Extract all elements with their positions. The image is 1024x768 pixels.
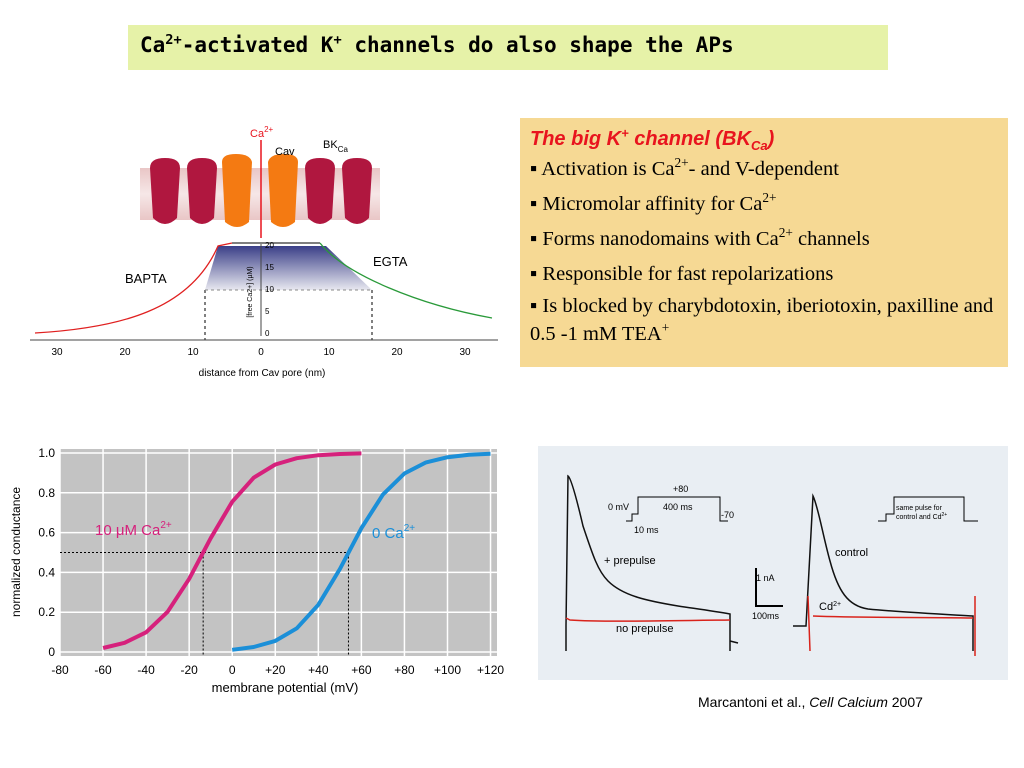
- bullet: ▪ Is blocked by charybdotoxin, iberiotox…: [530, 295, 994, 345]
- tick-label: 30: [459, 347, 471, 358]
- info-heading: The big K+ channel (BKCa): [530, 125, 775, 153]
- trace-no-prepulse: [565, 617, 731, 622]
- trace-prepulse: [565, 474, 731, 651]
- label: -70: [721, 510, 734, 520]
- x-tick-label: -60: [94, 663, 112, 677]
- x-tick-label: +20: [265, 663, 286, 677]
- y-tick-label: 1.0: [38, 446, 55, 460]
- x-tick-label: +80: [394, 663, 415, 677]
- x-tick-label: +60: [351, 663, 372, 677]
- label: 100ms: [752, 611, 780, 621]
- x-label: distance from Cav pore (nm): [199, 368, 326, 379]
- nanodomain-figure: Ca2+ Cav BKCa BAPTA EGTA 30 20 10 0 10 2…: [30, 125, 498, 379]
- egta-curve: [319, 242, 493, 319]
- x-tick-label: +100: [434, 663, 461, 677]
- trace-labels: + prepulse no prepulse control Cd2+ 1 nA…: [604, 547, 868, 635]
- bullet: ▪ Forms nanodomains with Ca2+ channels: [530, 225, 870, 250]
- trace-control: [793, 493, 974, 651]
- y-tick-label: 0.2: [38, 605, 55, 619]
- label: same pulse for: [896, 505, 943, 512]
- tick-label: 20: [265, 241, 274, 250]
- x-tick-label: -40: [137, 663, 155, 677]
- x-ticks: 30 20 10 0 10 20 30: [51, 347, 471, 358]
- title: Ca2+-activated K+ channels do also shape…: [128, 25, 888, 70]
- label: Cd2+: [819, 601, 841, 613]
- info-box: The big K+ channel (BKCa) ▪ Activation i…: [520, 118, 1008, 367]
- series-line: [102, 451, 362, 650]
- label-bk: BKCa: [323, 139, 348, 154]
- label: no prepulse: [616, 623, 674, 635]
- tick-label: 30: [51, 347, 63, 358]
- label: +80: [673, 484, 688, 494]
- tick-label: 20: [119, 347, 131, 358]
- label: 0 mV: [608, 502, 629, 512]
- series-line: [231, 451, 491, 652]
- concentration-fill: [205, 246, 372, 290]
- legend-label: 0 Ca2+: [372, 523, 415, 542]
- bullet: ▪ Activation is Ca2+- and V-dependent: [530, 155, 839, 180]
- x-tick-label: -80: [51, 663, 69, 677]
- label: control and Cd2+: [896, 512, 947, 521]
- membrane: [140, 168, 380, 220]
- x-axis-label: membrane potential (mV): [212, 680, 359, 695]
- y-label: [free Ca2+] (µM): [247, 266, 254, 317]
- label-ca: Ca2+: [250, 125, 274, 140]
- label: control: [835, 547, 868, 559]
- x-tick-label: +40: [308, 663, 329, 677]
- label: 400 ms: [663, 502, 693, 512]
- citation: Marcantoni et al., Cell Calcium 2007: [698, 694, 923, 710]
- bapta-curve: [34, 242, 233, 334]
- label: 10 ms: [634, 525, 659, 535]
- protocol: [626, 496, 728, 522]
- panel-bg: [538, 446, 1008, 680]
- bk-channels: [150, 158, 372, 224]
- legend-label: 10 μM Ca2+: [95, 520, 172, 539]
- protocol: [878, 496, 978, 522]
- label-cav: Cav: [275, 146, 295, 158]
- y-ticks: 0 5 10 15 20: [265, 241, 274, 338]
- tick-label: 20: [391, 347, 403, 358]
- tick-label: 10: [323, 347, 335, 358]
- label: + prepulse: [604, 555, 656, 567]
- tick-label: 0: [265, 329, 270, 338]
- x-tick-label: +120: [477, 663, 504, 677]
- label-egta: EGTA: [373, 254, 408, 269]
- scale-bar: [755, 568, 783, 607]
- tick-label: 10: [187, 347, 199, 358]
- current-figure: +80 0 mV 400 ms -70 10 ms same pulse for…: [538, 446, 1008, 680]
- bullet: ▪ Micromolar affinity for Ca2+: [530, 190, 777, 215]
- bullet: ▪ Responsible for fast repolarizations: [530, 263, 834, 285]
- tail: [729, 640, 739, 644]
- y-tick-label: 0.6: [38, 526, 55, 540]
- protocol-labels: +80 0 mV 400 ms -70 10 ms same pulse for…: [608, 484, 947, 535]
- tick-label: 15: [265, 263, 274, 272]
- y-tick-label: 0.8: [38, 486, 55, 500]
- tick-label: 5: [265, 307, 270, 316]
- tick-label: 0: [258, 347, 264, 358]
- conductance-chart: membrane potential (mV) normalized condu…: [9, 446, 504, 695]
- y-tick-label: 0: [48, 645, 55, 659]
- trace-cd: [807, 595, 976, 656]
- label: 1 nA: [756, 573, 775, 583]
- label-bapta: BAPTA: [125, 271, 167, 286]
- y-axis-label: normalized conductance: [9, 487, 23, 617]
- cav-channel: [222, 154, 298, 227]
- x-tick-label: -20: [180, 663, 198, 677]
- y-tick-label: 0.4: [38, 565, 55, 579]
- x-tick-label: 0: [229, 663, 236, 677]
- tick-label: 10: [265, 285, 274, 294]
